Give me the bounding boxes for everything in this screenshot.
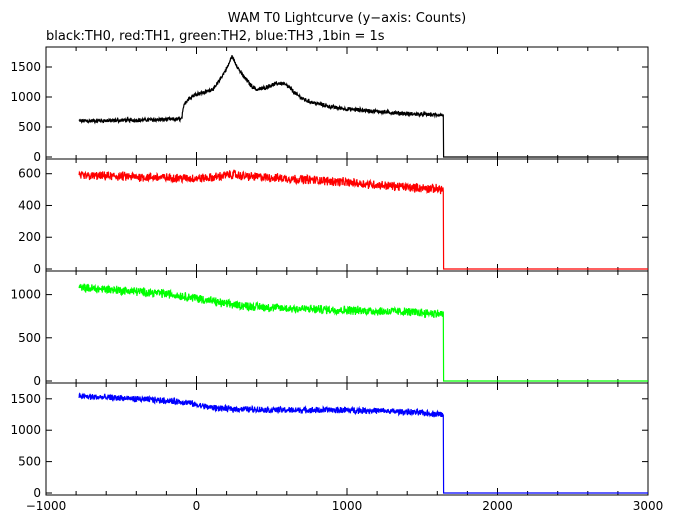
- y-tick-label: 400: [18, 198, 41, 212]
- y-tick-label: 600: [18, 167, 41, 181]
- y-tick-label: 500: [18, 331, 41, 345]
- y-tick-label: 0: [33, 150, 41, 164]
- series-line-th1: [78, 169, 648, 270]
- x-tick-label: 0: [193, 499, 201, 513]
- y-tick-label: 500: [18, 120, 41, 134]
- x-tick-label: 2000: [482, 499, 513, 513]
- y-tick-label: 1500: [10, 60, 41, 74]
- y-tick-label: 0: [33, 262, 41, 276]
- y-tick-label: 200: [18, 230, 41, 244]
- series-line-th0: [78, 54, 648, 158]
- y-tick-label: 0: [33, 374, 41, 388]
- panel-frame-th0: [45, 46, 649, 160]
- chart-subtitle: black:TH0, red:TH1, green:TH2, blue:TH3 …: [46, 29, 385, 44]
- x-tick-label: 3000: [633, 499, 664, 513]
- chart-title: WAM T0 Lightcurve (y−axis: Counts): [228, 11, 466, 26]
- panels-layer: 0 500 1000 1500 0 200 400 600 0 500 1000 0 500 1000 15…: [10, 46, 664, 513]
- series-line-th2: [78, 283, 648, 382]
- x-tick-label: 1000: [332, 499, 363, 513]
- y-tick-label: 1500: [10, 392, 41, 406]
- y-tick-label: 1000: [10, 423, 41, 437]
- y-tick-label: 1000: [10, 90, 41, 104]
- x-tick-label: −1000: [26, 499, 67, 513]
- series-line-th3: [78, 392, 648, 494]
- y-tick-label: 0: [33, 486, 41, 500]
- y-tick-label: 1000: [10, 288, 41, 302]
- y-tick-label: 500: [18, 455, 41, 469]
